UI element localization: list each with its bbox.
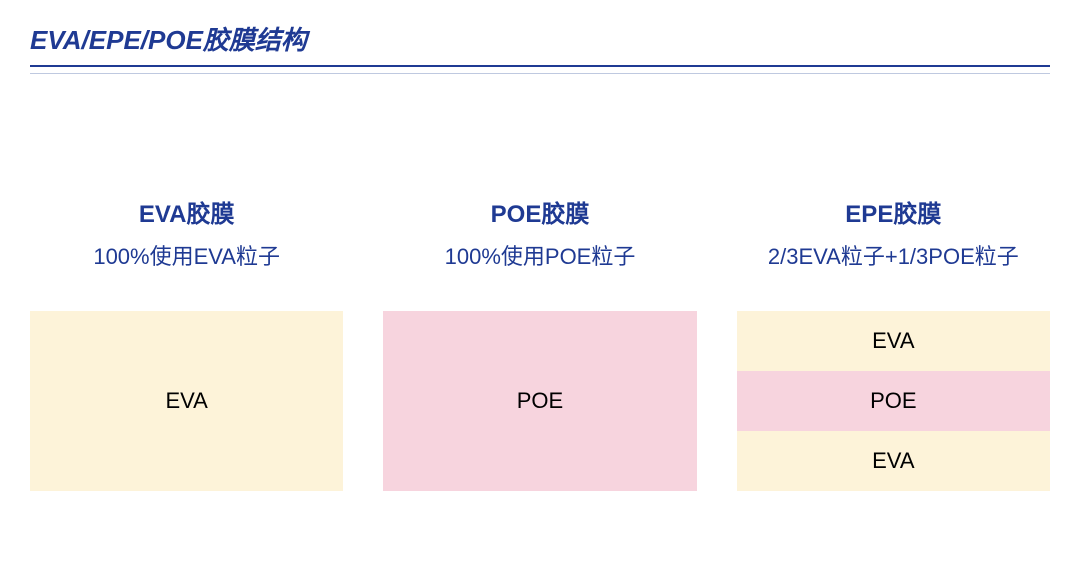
column-poe: POE胶膜 100%使用POE粒子 POE xyxy=(383,194,696,491)
column-eva: EVA胶膜 100%使用EVA粒子 EVA xyxy=(30,194,343,491)
block-stack: EVA POE EVA xyxy=(737,311,1050,491)
layer-block: EVA xyxy=(737,311,1050,371)
column-title: EVA胶膜 xyxy=(139,194,235,229)
block-stack: EVA xyxy=(30,311,343,491)
title-underline-bold xyxy=(30,65,1050,67)
column-title: EPE胶膜 xyxy=(845,194,941,229)
column-epe: EPE胶膜 2/3EVA粒子+1/3POE粒子 EVA POE EVA xyxy=(737,194,1050,491)
column-title: POE胶膜 xyxy=(491,194,590,229)
layer-block: POE xyxy=(737,371,1050,431)
layer-block: EVA xyxy=(30,311,343,491)
layer-block: EVA xyxy=(737,431,1050,491)
title-underline-thin xyxy=(30,73,1050,74)
columns-container: EVA胶膜 100%使用EVA粒子 EVA POE胶膜 100%使用POE粒子 … xyxy=(30,194,1050,491)
column-subtitle: 100%使用EVA粒子 xyxy=(93,239,280,271)
column-subtitle: 100%使用POE粒子 xyxy=(445,239,636,271)
column-subtitle: 2/3EVA粒子+1/3POE粒子 xyxy=(768,239,1019,271)
block-stack: POE xyxy=(383,311,696,491)
layer-block: POE xyxy=(383,311,696,491)
page-title: EVA/EPE/POE胶膜结构 xyxy=(30,20,1050,65)
